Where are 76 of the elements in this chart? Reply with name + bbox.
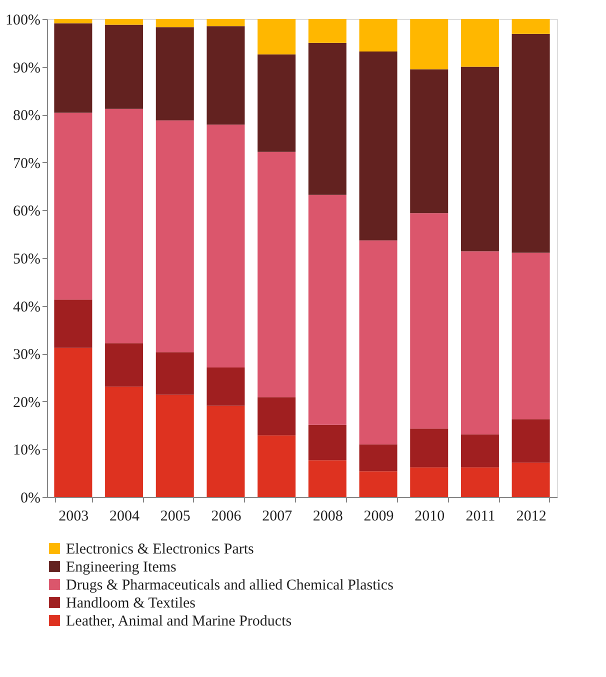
y-tick-label: 80%: [13, 108, 40, 124]
bar: [359, 444, 398, 472]
y-tick-label: 10%: [13, 442, 40, 459]
bar: [54, 23, 92, 113]
bar: [105, 108, 144, 344]
legend-label: Handloom & Textiles: [66, 596, 196, 612]
bar: [460, 66, 499, 252]
bar: [512, 34, 550, 253]
bar: [308, 424, 346, 460]
bar: [105, 386, 144, 497]
bar: [156, 120, 194, 352]
x-tick-label: 2005: [160, 508, 190, 524]
bar: [54, 348, 92, 497]
legend-label: Engineering Items: [66, 560, 177, 576]
y-tick-label: 30%: [13, 347, 40, 364]
x-tick-label: 2008: [312, 508, 343, 524]
bar: [512, 419, 550, 463]
bar: [156, 352, 194, 395]
bar: [206, 124, 245, 368]
bar: [410, 467, 448, 497]
bar: [206, 19, 245, 26]
bar: [410, 213, 448, 429]
bar: [206, 26, 245, 125]
bar: [258, 19, 296, 54]
y-tick-label: 100%: [6, 12, 40, 28]
x-tick-label: 2009: [364, 508, 394, 524]
bar: [105, 24, 144, 109]
legend-label: Electronics & Electronics Parts: [66, 542, 254, 558]
x-tick-label: 2011: [466, 508, 496, 524]
bar: [512, 252, 550, 420]
bar: [410, 19, 448, 70]
y-tick-label: 50%: [13, 252, 40, 268]
bar: [54, 19, 92, 24]
bar: [54, 112, 92, 300]
bar: [308, 194, 346, 425]
x-tick-label: 2003: [58, 508, 89, 524]
bar: [156, 19, 194, 28]
bar: [258, 435, 296, 497]
bar: [460, 434, 499, 468]
bar: [359, 240, 398, 444]
bar: [512, 19, 550, 34]
bar: [105, 19, 144, 25]
bar: [410, 428, 448, 468]
y-tick-label: 0%: [20, 490, 40, 506]
bar: [359, 52, 398, 240]
bar: [156, 27, 194, 120]
y-tick-label: 20%: [13, 394, 40, 411]
bar: [512, 462, 550, 497]
bar: [258, 397, 296, 436]
bar: [308, 460, 346, 497]
y-tick-label: 70%: [13, 156, 40, 172]
x-tick-label: 2004: [110, 508, 140, 524]
bar: [460, 251, 499, 434]
bar: [308, 42, 346, 195]
bar: [206, 406, 245, 497]
x-tick-label: 2007: [262, 508, 293, 524]
y-tick-label: 40%: [13, 299, 40, 316]
bar: [206, 367, 245, 406]
bar: [460, 19, 499, 67]
x-tick-label: 2006: [211, 508, 242, 524]
y-tick-label: 90%: [13, 60, 40, 76]
bar: [54, 300, 92, 348]
bar: [359, 471, 398, 497]
bar: [105, 343, 144, 387]
bar: [258, 54, 296, 152]
y-tick-label: 60%: [13, 204, 40, 220]
bar: [359, 19, 398, 52]
bar: [410, 69, 448, 214]
bar: [156, 394, 194, 497]
legend-label: Drugs & Pharmaceuticals and allied Chemical Plastics: [66, 578, 394, 594]
bar: [258, 152, 296, 398]
bar: [460, 467, 499, 497]
legend-label: Leather, Animal and Marine Products: [66, 614, 292, 630]
bar: [308, 19, 346, 43]
x-tick-label: 2012: [516, 508, 546, 524]
x-tick-label: 2010: [414, 508, 445, 524]
